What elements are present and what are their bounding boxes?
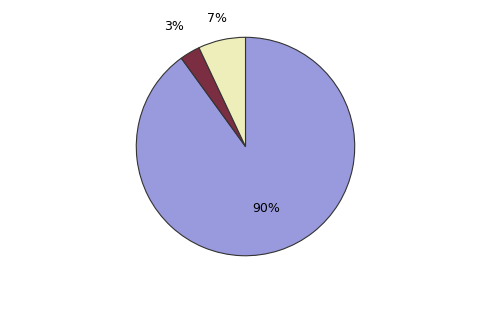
Wedge shape — [181, 48, 246, 147]
Wedge shape — [199, 37, 246, 147]
Text: 7%: 7% — [207, 12, 227, 25]
Text: 3%: 3% — [164, 20, 184, 33]
Wedge shape — [136, 37, 355, 256]
Text: 90%: 90% — [252, 202, 280, 215]
